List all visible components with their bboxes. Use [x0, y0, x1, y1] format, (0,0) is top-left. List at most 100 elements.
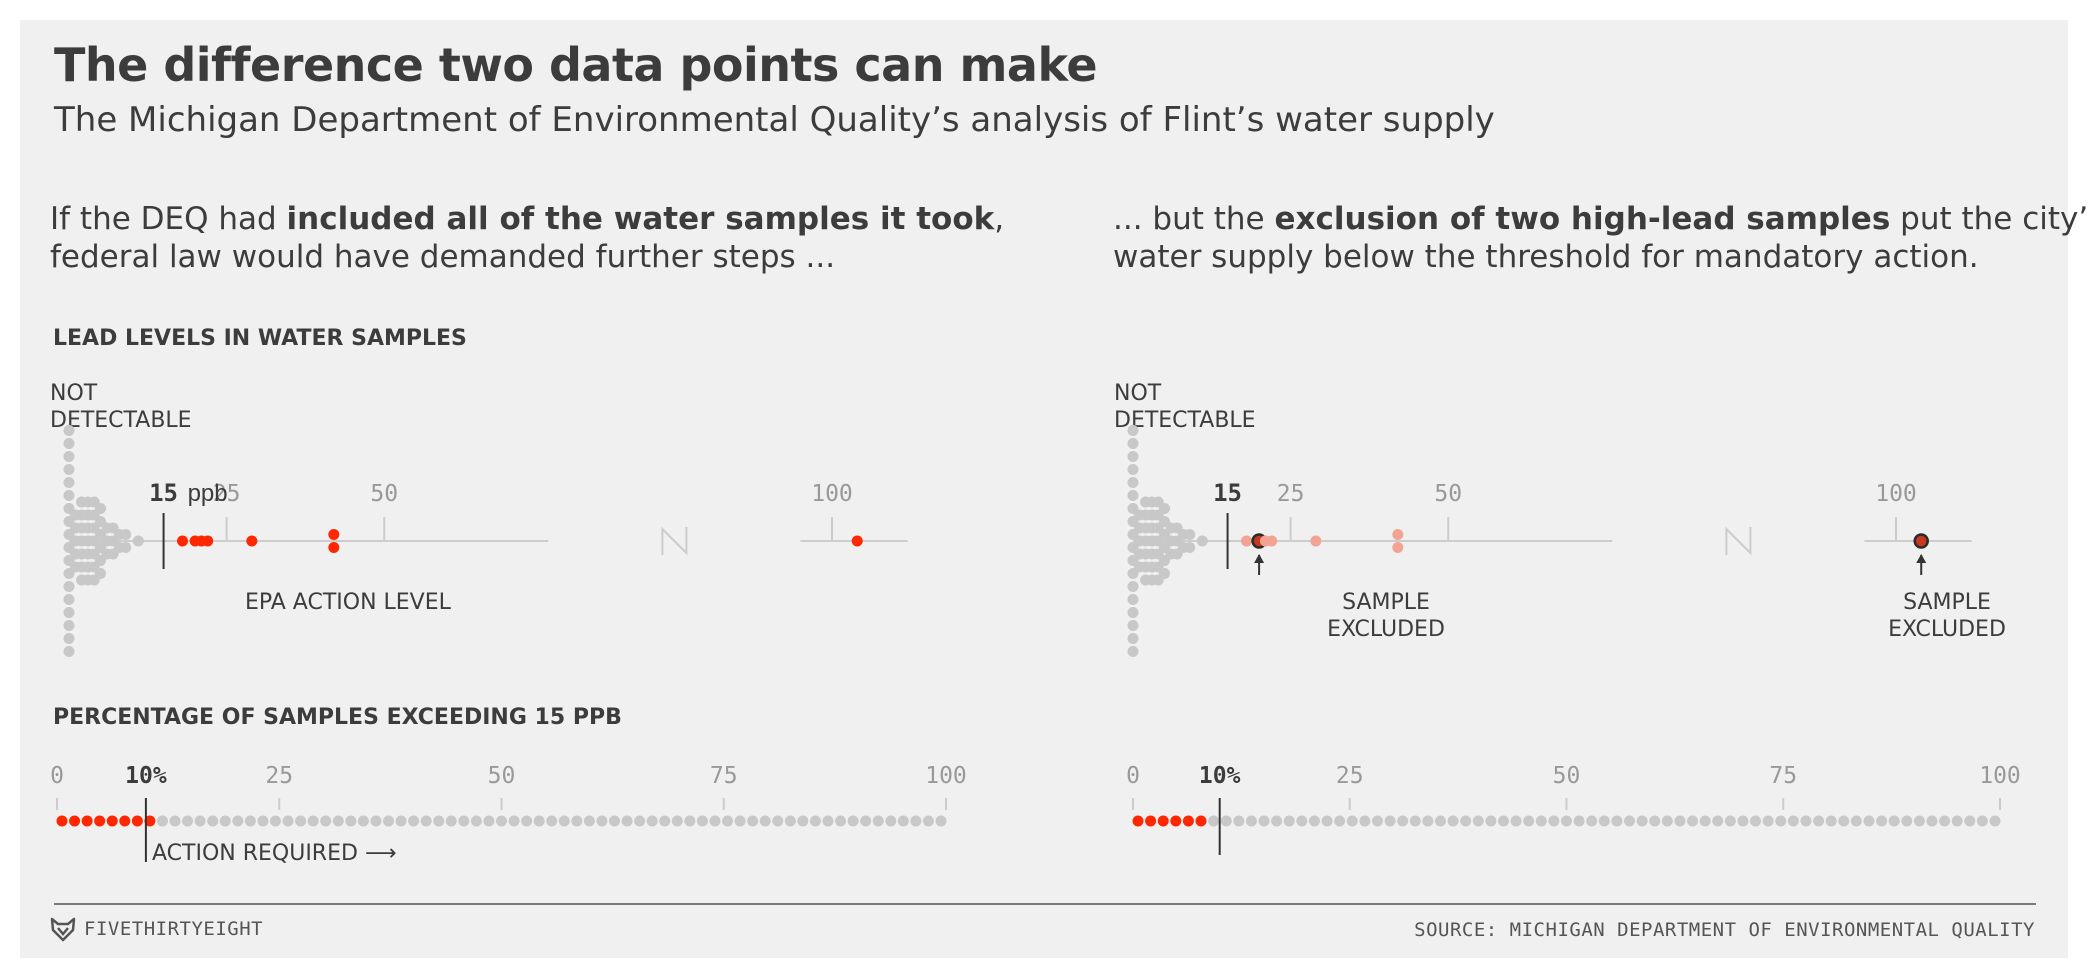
sample-dot: [420, 815, 432, 827]
sample-dot: [307, 815, 319, 827]
sample-dot: [433, 815, 445, 827]
sample-excluded-line1: SAMPLE: [1342, 590, 1430, 615]
chart-title: The difference two data points can make: [54, 38, 1098, 92]
sample-dot: [797, 815, 809, 827]
sample-dot: [357, 815, 369, 827]
sample-dot: [458, 815, 470, 827]
lead-sample-dot: [132, 535, 144, 547]
exceeding-sample-dot: [144, 815, 156, 827]
not-detectable-dot: [63, 438, 75, 449]
sample-dot: [1497, 815, 1509, 827]
not-detectable-dot: [63, 607, 75, 618]
sample-dot: [1296, 815, 1308, 827]
epa-action-level-label: EPA ACTION LEVEL: [245, 590, 451, 615]
sample-dot: [1220, 815, 1232, 827]
sample-dot: [596, 815, 608, 827]
sample-dot: [722, 815, 734, 827]
sample-dot: [835, 815, 847, 827]
sample-dot: [784, 815, 796, 827]
right-intro-line2: water supply below the threshold for man…: [1113, 239, 1979, 275]
not-detectable-dot: [63, 490, 75, 501]
pct-tick-label: 25: [1336, 763, 1364, 789]
sample-dot: [345, 815, 357, 827]
sample-dot: [1687, 815, 1699, 827]
sample-dot: [1447, 815, 1459, 827]
sample-dot: [207, 815, 219, 827]
sample-excluded-line1: SAMPLE: [1903, 590, 1991, 615]
sample-dot: [194, 815, 206, 827]
sample-dot: [182, 815, 194, 827]
sample-dot: [583, 815, 595, 827]
sample-dot: [546, 815, 558, 827]
brand-name: FIVETHIRTYEIGHT: [84, 918, 264, 940]
sample-dot: [1510, 815, 1522, 827]
sample-dot: [1951, 815, 1963, 827]
exceeding-sample-dot: [81, 815, 93, 827]
high-lead-dot: [328, 529, 340, 540]
sample-dot: [772, 815, 784, 827]
lead-tick-label: 25: [1277, 481, 1305, 507]
high-lead-dot: [176, 535, 188, 547]
up-arrow-head: [1254, 554, 1265, 563]
pct-threshold-label: 10%: [1199, 763, 1241, 789]
fivethirtyeight-logo: FIVETHIRTYEIGHT: [50, 916, 263, 942]
lead-sample-dot: [120, 542, 132, 553]
sample-dot: [1397, 815, 1409, 827]
sample-dot: [1649, 815, 1661, 827]
sample-dot: [533, 815, 545, 827]
not-detectable-dot: [1127, 425, 1139, 436]
right-intro-part2: put the city’s: [1890, 201, 2088, 237]
sample-dot: [1208, 815, 1220, 827]
sample-dot: [445, 815, 457, 827]
not-detectable-dot: [1127, 581, 1139, 592]
sample-dot: [885, 815, 897, 827]
sample-dot: [759, 815, 771, 827]
high-lead-dot: [246, 535, 258, 547]
not-detectable-dot: [1127, 620, 1139, 631]
sample-dot: [1283, 815, 1295, 827]
right-arrow-icon: ⟶: [357, 841, 397, 866]
exceeding-sample-dot: [106, 815, 118, 827]
not-detectable-dot: [1127, 451, 1139, 462]
sample-dot: [1598, 815, 1610, 827]
sample-dot: [1636, 815, 1648, 827]
not-detectable-dot: [63, 451, 75, 462]
sample-dot: [1258, 815, 1270, 827]
high-lead-dot: [1266, 535, 1278, 547]
not-detectable-dot: [1127, 633, 1139, 644]
right-intro-part1: ... but the: [1113, 201, 1275, 237]
pct-tick-label: 0: [1126, 763, 1140, 789]
threshold-label: 15: [1213, 479, 1242, 507]
sample-dot: [897, 815, 909, 827]
sample-dot: [1926, 815, 1938, 827]
high-lead-dot: [1310, 535, 1322, 547]
sample-dot: [244, 815, 256, 827]
sample-dot: [1523, 815, 1535, 827]
sample-dot: [1661, 815, 1673, 827]
fox-icon: [50, 916, 76, 942]
sample-dot: [1762, 815, 1774, 827]
action-required-text: ACTION REQUIRED: [152, 841, 358, 866]
lead-tick-label: 100: [1875, 481, 1917, 507]
footer-divider: [54, 903, 2036, 905]
high-lead-dot: [1240, 535, 1252, 547]
sample-dot: [847, 815, 859, 827]
lead-tick-label: 100: [811, 481, 853, 507]
pct-tick-label: 25: [265, 763, 293, 789]
sample-dot: [1838, 815, 1850, 827]
not-detectable-line1: NOT: [1114, 381, 1162, 406]
sample-dot: [1863, 815, 1875, 827]
sample-dot: [734, 815, 746, 827]
high-lead-dot: [328, 542, 340, 553]
not-detectable-dot: [63, 594, 75, 605]
exceeding-sample-dot: [1145, 815, 1157, 827]
lead-sample-dot: [1159, 503, 1171, 514]
sample-dot: [1334, 815, 1346, 827]
sample-dot: [219, 815, 231, 827]
sample-dot: [1724, 815, 1736, 827]
sample-dot: [646, 815, 658, 827]
sample-dot: [521, 815, 533, 827]
sample-dot: [1535, 815, 1547, 827]
sample-dot: [1750, 815, 1762, 827]
right-intro-bold: exclusion of two high-lead samples: [1274, 201, 1891, 237]
